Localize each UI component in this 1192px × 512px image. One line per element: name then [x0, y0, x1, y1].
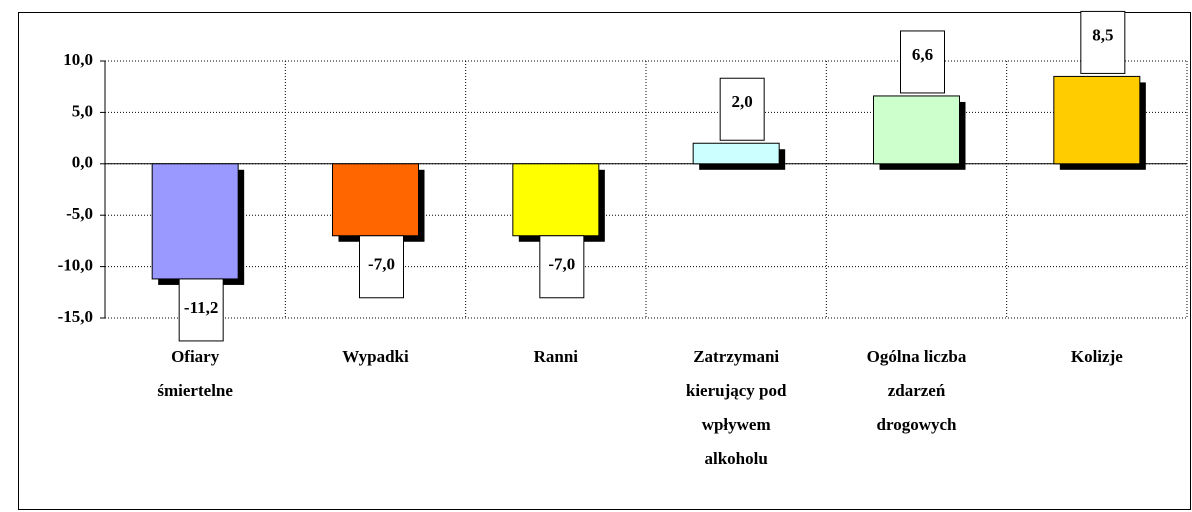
value-label: -11,2: [184, 298, 218, 317]
value-label: 8,5: [1092, 25, 1113, 44]
x-tick-label: alkoholu: [705, 449, 768, 468]
y-tick-label: -5,0: [66, 204, 93, 223]
y-tick-label: 10,0: [63, 50, 93, 69]
x-tick-label: Ogólna liczba: [867, 347, 967, 366]
x-tick-label: śmiertelne: [157, 381, 233, 400]
bar: [332, 163, 419, 237]
value-label-box: [178, 278, 224, 342]
bar: [692, 142, 780, 165]
value-label-box: [719, 77, 765, 141]
value-label-box: [359, 235, 404, 299]
value-label: -7,0: [548, 255, 575, 274]
value-label: 2,0: [732, 92, 753, 111]
bar: [151, 163, 239, 280]
y-tick-label: -10,0: [58, 256, 93, 275]
value-label-box: [1080, 10, 1126, 74]
x-tick-label: Zatrzymani: [693, 347, 779, 366]
x-tick-label: Ofiary: [171, 347, 220, 366]
value-label: -7,0: [368, 255, 395, 274]
y-tick-label: 5,0: [72, 101, 93, 120]
y-tick-label: 0,0: [72, 153, 93, 172]
bar: [873, 95, 960, 165]
bar: [512, 163, 600, 237]
value-label-box: [900, 30, 945, 94]
bar: [1053, 75, 1141, 165]
x-tick-label: Ranni: [534, 347, 579, 366]
x-tick-label: drogowych: [877, 415, 958, 434]
x-tick-label: Kolizje: [1071, 347, 1123, 366]
x-tick-label: wpływem: [702, 415, 771, 434]
x-tick-label: zdarzeń: [888, 381, 946, 400]
value-label: 6,6: [912, 45, 933, 64]
value-label-box: [539, 235, 585, 299]
x-tick-label: Wypadki: [342, 347, 409, 366]
y-tick-label: -15,0: [58, 307, 93, 326]
x-tick-label: kierujący pod: [686, 381, 787, 400]
